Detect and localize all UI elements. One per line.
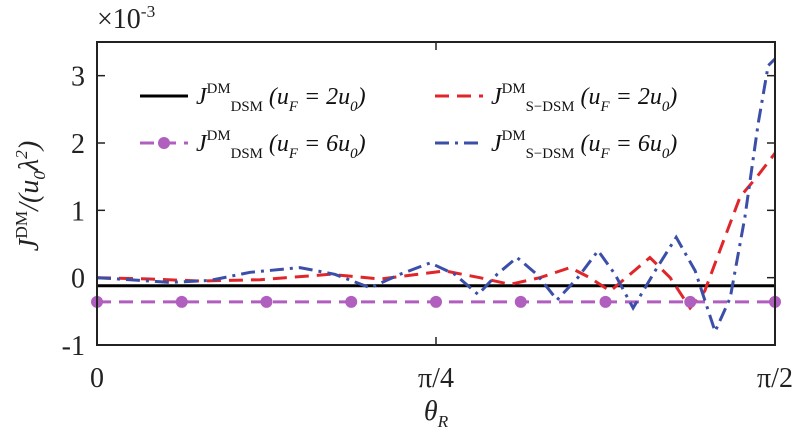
- legend-label: JDMDSM (uF = 2u0): [196, 81, 366, 115]
- y-tick-label: 0: [71, 264, 85, 295]
- axis-scale: ×10-3: [97, 2, 155, 35]
- series-marker: [514, 295, 527, 308]
- y-tick-label: -1: [62, 331, 85, 362]
- legend-marker: [158, 137, 170, 149]
- series-marker: [430, 295, 442, 308]
- series-marker: [260, 295, 273, 308]
- y-tick-label: 1: [71, 196, 85, 227]
- x-axis-label: θR: [424, 396, 449, 431]
- series-marker: [684, 295, 697, 308]
- x-tick-label: 0: [90, 363, 104, 394]
- y-tick-label: 2: [71, 129, 85, 160]
- y-tick-label: 3: [71, 62, 85, 93]
- plot-frame: [96, 41, 776, 346]
- series-marker: [599, 295, 612, 308]
- series-line: [96, 57, 777, 336]
- y-axis-label: JDM/(u0λ2): [12, 141, 49, 251]
- series-marker: [175, 295, 188, 308]
- x-tick-label: π/4: [418, 363, 454, 394]
- legend-label: JDMS−DSM (uF = 6u0): [491, 128, 677, 162]
- legend-label: JDMDSM (uF = 6u0): [196, 128, 366, 162]
- x-tick-label: π/2: [757, 363, 793, 394]
- series-line: [96, 152, 777, 311]
- series-marker: [345, 295, 358, 308]
- legend-label: JDMS−DSM (uF = 2u0): [491, 81, 677, 115]
